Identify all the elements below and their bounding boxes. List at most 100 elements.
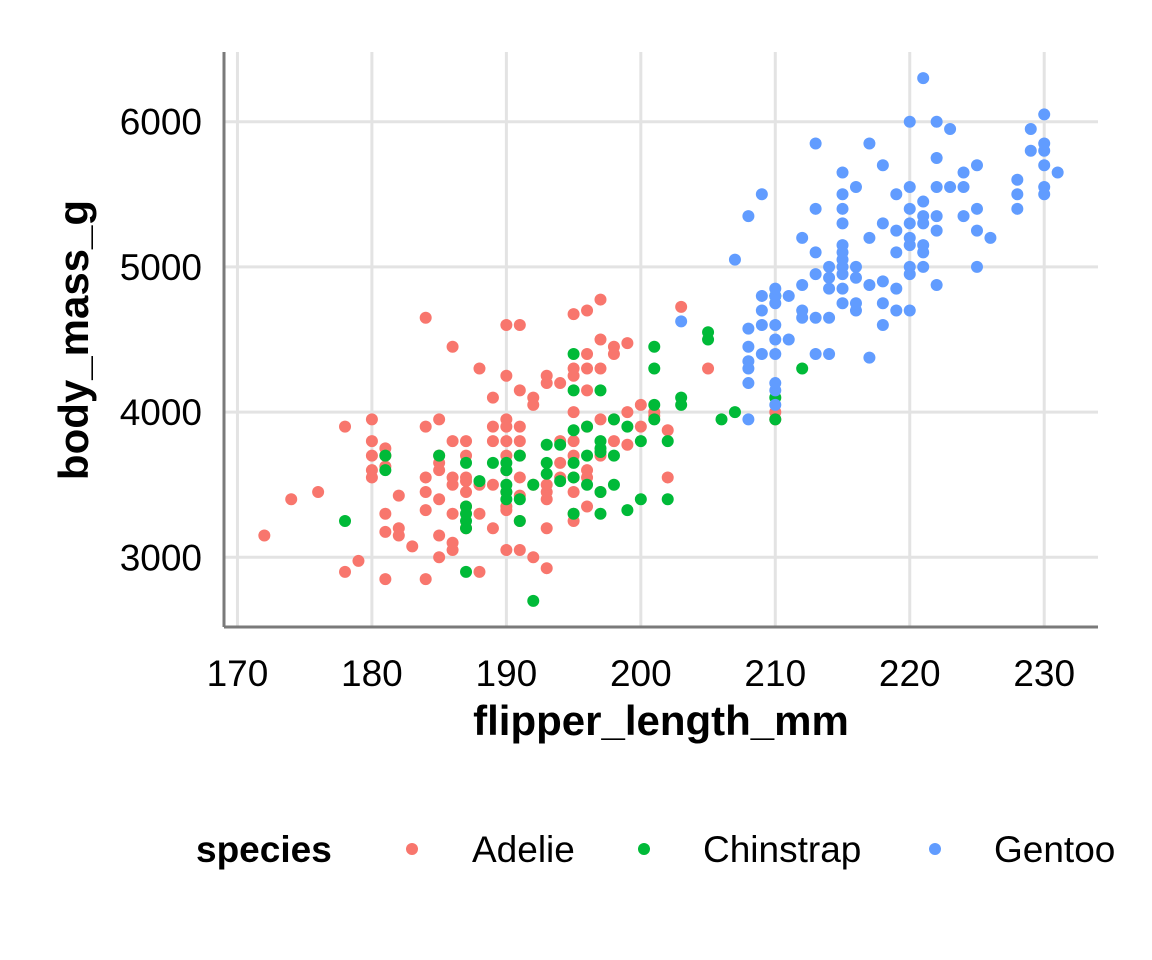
- point-chinstrap: [554, 475, 567, 488]
- y-tick-label: 5000: [120, 247, 202, 288]
- x-tick-label: 230: [1013, 653, 1075, 694]
- point-gentoo: [957, 210, 970, 223]
- point-gentoo: [1038, 108, 1051, 121]
- point-gentoo: [836, 239, 849, 252]
- point-chinstrap: [648, 413, 661, 426]
- point-chinstrap: [796, 362, 809, 375]
- point-gentoo: [849, 271, 862, 284]
- point-gentoo: [930, 279, 943, 292]
- point-gentoo: [903, 202, 916, 215]
- point-adelie: [675, 300, 688, 313]
- point-chinstrap: [594, 384, 607, 397]
- point-adelie: [473, 565, 486, 578]
- y-tick-label: 3000: [120, 537, 202, 578]
- point-adelie: [486, 420, 499, 433]
- point-chinstrap: [648, 340, 661, 353]
- point-chinstrap: [567, 507, 580, 520]
- point-chinstrap: [621, 504, 634, 517]
- point-chinstrap: [567, 424, 580, 437]
- legend-title: species: [196, 829, 332, 870]
- point-gentoo: [809, 311, 822, 324]
- point-chinstrap: [500, 456, 513, 469]
- point-chinstrap: [540, 438, 553, 451]
- point-gentoo: [890, 224, 903, 237]
- point-gentoo: [917, 239, 930, 252]
- point-gentoo: [769, 377, 782, 390]
- point-adelie: [581, 464, 594, 477]
- point-adelie: [567, 406, 580, 419]
- point-gentoo: [836, 297, 849, 310]
- point-gentoo: [1011, 188, 1024, 201]
- point-gentoo: [823, 260, 836, 273]
- point-adelie: [419, 573, 432, 586]
- point-adelie: [419, 311, 432, 324]
- point-adelie: [567, 485, 580, 498]
- point-adelie: [285, 493, 298, 506]
- point-adelie: [433, 493, 446, 506]
- point-gentoo: [742, 340, 755, 353]
- point-chinstrap: [675, 391, 688, 404]
- data-points: [258, 72, 1064, 607]
- point-chinstrap: [702, 326, 715, 339]
- point-chinstrap: [500, 478, 513, 491]
- point-chinstrap: [567, 471, 580, 484]
- point-gentoo: [917, 72, 930, 85]
- point-adelie: [486, 435, 499, 448]
- point-adelie: [513, 384, 526, 397]
- point-adelie: [379, 525, 392, 538]
- point-adelie: [634, 420, 647, 433]
- point-chinstrap: [607, 449, 620, 462]
- point-chinstrap: [540, 456, 553, 469]
- x-axis-title: flipper_length_mm: [473, 697, 849, 744]
- point-gentoo: [917, 195, 930, 208]
- point-gentoo: [796, 279, 809, 292]
- point-chinstrap: [513, 493, 526, 506]
- point-adelie: [446, 340, 459, 353]
- point-chinstrap: [567, 384, 580, 397]
- point-gentoo: [742, 355, 755, 368]
- point-adelie: [379, 573, 392, 586]
- point-gentoo: [1024, 144, 1037, 157]
- point-gentoo: [944, 181, 957, 194]
- point-adelie: [527, 551, 540, 564]
- point-gentoo: [809, 348, 822, 361]
- point-chinstrap: [540, 467, 553, 480]
- point-gentoo: [903, 231, 916, 244]
- point-adelie: [581, 362, 594, 375]
- point-adelie: [567, 362, 580, 375]
- point-adelie: [500, 413, 513, 426]
- legend-key-adelie: [406, 843, 418, 855]
- point-gentoo: [876, 318, 889, 331]
- point-adelie: [433, 529, 446, 542]
- point-gentoo: [836, 282, 849, 295]
- point-gentoo: [1051, 166, 1064, 179]
- point-adelie: [661, 471, 674, 484]
- point-chinstrap: [581, 449, 594, 462]
- point-gentoo: [970, 224, 983, 237]
- point-adelie: [621, 438, 634, 451]
- point-chinstrap: [486, 456, 499, 469]
- point-gentoo: [796, 231, 809, 244]
- point-adelie: [513, 435, 526, 448]
- point-gentoo: [944, 122, 957, 135]
- point-gentoo: [769, 333, 782, 346]
- point-adelie: [581, 500, 594, 513]
- point-gentoo: [984, 231, 997, 244]
- point-gentoo: [675, 315, 688, 328]
- point-adelie: [339, 420, 352, 433]
- point-gentoo: [930, 115, 943, 128]
- point-gentoo: [755, 188, 768, 201]
- legend-key-chinstrap: [638, 843, 650, 855]
- point-gentoo: [1011, 173, 1024, 186]
- point-gentoo: [836, 166, 849, 179]
- point-adelie: [339, 565, 352, 578]
- point-adelie: [352, 554, 365, 567]
- point-chinstrap: [339, 515, 352, 528]
- point-adelie: [486, 522, 499, 535]
- point-chinstrap: [554, 438, 567, 451]
- point-adelie: [540, 478, 553, 491]
- point-gentoo: [823, 311, 836, 324]
- point-chinstrap: [634, 493, 647, 506]
- point-chinstrap: [433, 449, 446, 462]
- point-adelie: [258, 529, 271, 542]
